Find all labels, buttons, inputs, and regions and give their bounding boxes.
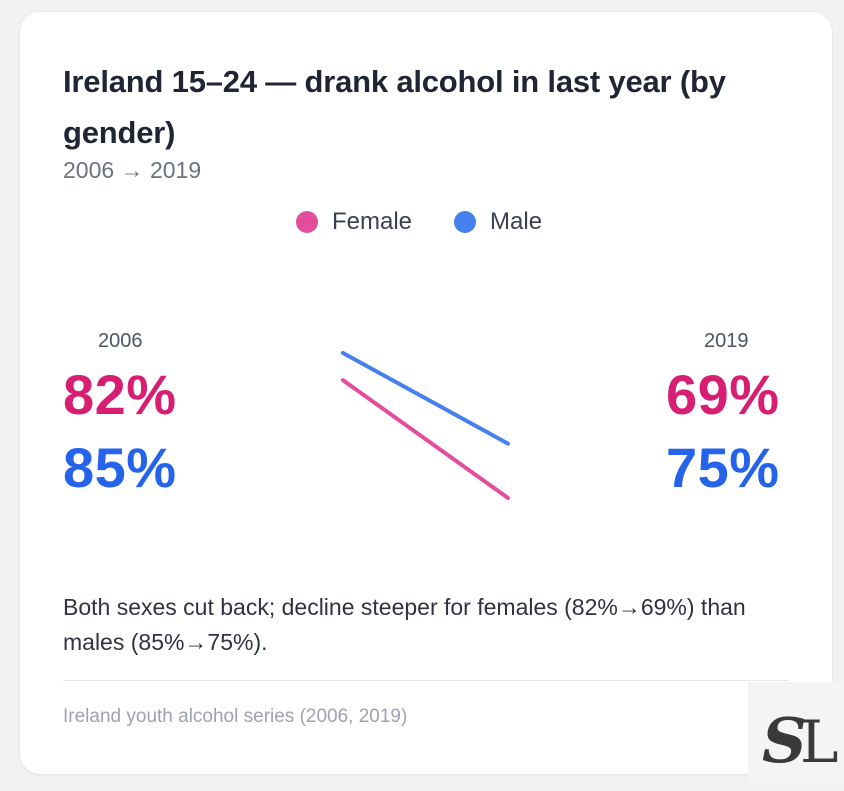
chart-title: Ireland 15–24 — drank alcohol in last ye… <box>63 64 726 150</box>
chart-card: Ireland 15–24 — drank alcohol in last ye… <box>20 12 844 786</box>
year-label-start: 2006 <box>98 330 143 352</box>
legend-dot-male <box>454 211 477 233</box>
chart-subtitle: 2006 → 2019 <box>63 157 202 183</box>
female-end-value: 69% <box>666 363 780 426</box>
year-label-end: 2019 <box>704 330 749 352</box>
legend-label-male: Male <box>490 208 543 235</box>
legend-label-female: Female <box>332 208 413 235</box>
source-note: Ireland youth alcohol series (2006, 2019… <box>63 706 408 727</box>
logo: S L <box>748 682 844 786</box>
legend-dot-female <box>296 211 318 233</box>
chart-annotation: Both sexes cut back; decline steeper for… <box>63 594 746 655</box>
male-start-value: 85% <box>63 436 177 499</box>
sl-monogram-logo-icon: S L <box>762 704 839 777</box>
male-end-value: 75% <box>666 436 780 499</box>
female-start-value: 82% <box>63 363 177 426</box>
svg-text:S: S <box>762 704 807 777</box>
legend-item-female: Female <box>296 208 412 236</box>
footer-divider <box>63 680 789 681</box>
slope-line-male <box>341 351 510 446</box>
svg-text:L: L <box>800 708 839 776</box>
legend: Female Male <box>296 208 542 236</box>
slope-chart <box>341 351 510 500</box>
legend-item-male: Male <box>454 208 542 236</box>
slope-line-female <box>341 378 510 500</box>
